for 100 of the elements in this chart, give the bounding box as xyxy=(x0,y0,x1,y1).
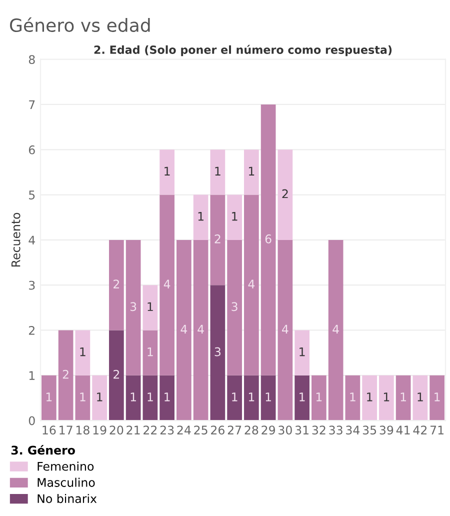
bar xyxy=(244,194,259,376)
x-tick-label: 41 xyxy=(396,426,410,434)
y-tick-label: 7 xyxy=(29,100,35,109)
data-label: 1 xyxy=(164,392,170,402)
x-tick-label: 26 xyxy=(211,426,224,435)
bar xyxy=(126,240,141,376)
data-label: 3 xyxy=(130,302,136,312)
bar xyxy=(227,240,242,376)
bar xyxy=(193,240,208,421)
bar xyxy=(379,375,394,421)
y-tick-label: 5 xyxy=(29,190,35,200)
bar xyxy=(142,330,158,376)
y-axis-title: Recuento xyxy=(12,212,20,267)
data-label: 1 xyxy=(248,166,254,176)
bar xyxy=(430,375,444,421)
x-tick-label: 19 xyxy=(93,426,106,435)
x-tick-label: 20 xyxy=(110,426,124,435)
bar xyxy=(142,285,158,330)
x-tick-label: 39 xyxy=(380,426,394,435)
data-label: 4 xyxy=(180,324,188,334)
bar xyxy=(160,375,174,421)
data-label: 1 xyxy=(164,166,170,176)
legend-label: Masculino xyxy=(38,478,95,487)
bar xyxy=(42,375,56,421)
data-label: 1 xyxy=(434,392,440,402)
bar xyxy=(92,375,107,421)
y-tick-label: 8 xyxy=(28,55,35,64)
data-label: 1 xyxy=(97,392,102,402)
y-tick-label: 0 xyxy=(28,416,35,426)
data-label: 1 xyxy=(350,392,356,402)
data-label: 1 xyxy=(300,347,305,356)
y-tick-label: 2 xyxy=(28,326,34,335)
x-tick-label: 18 xyxy=(76,426,90,435)
bar xyxy=(396,375,411,421)
data-label: 2 xyxy=(214,234,220,244)
x-tick-label: 32 xyxy=(312,426,326,435)
x-tick-label: 30 xyxy=(278,426,292,435)
legend-label: No binarix xyxy=(38,494,97,504)
bar xyxy=(412,375,428,421)
x-tick-label: 42 xyxy=(413,426,427,434)
bar xyxy=(227,194,242,240)
bar xyxy=(260,375,276,421)
x-tick-label: 27 xyxy=(228,426,242,434)
bar xyxy=(260,104,276,376)
bar xyxy=(362,375,377,421)
data-label: 3 xyxy=(232,302,238,312)
chart-title: Género vs edad xyxy=(10,17,150,32)
x-tick-label: 25 xyxy=(194,426,208,435)
bar xyxy=(244,150,259,195)
bar xyxy=(75,330,90,376)
bar xyxy=(58,330,74,421)
bar xyxy=(210,285,226,421)
data-label: 1 xyxy=(80,392,86,402)
data-label: 1 xyxy=(418,392,423,402)
data-label: 1 xyxy=(148,347,153,356)
bar xyxy=(193,194,208,240)
data-label: 1 xyxy=(130,392,136,402)
bar xyxy=(294,375,310,421)
bar xyxy=(142,375,158,421)
bar xyxy=(328,240,344,421)
data-label: 4 xyxy=(248,280,255,288)
data-label: 4 xyxy=(332,324,339,334)
bar xyxy=(227,375,242,421)
y-tick-label: 3 xyxy=(29,280,35,290)
x-tick-label: 22 xyxy=(144,426,157,434)
bar xyxy=(75,375,90,421)
data-label: 1 xyxy=(266,392,271,402)
data-label: 1 xyxy=(367,392,372,402)
x-tick-label: 33 xyxy=(329,426,342,435)
y-tick-label: 4 xyxy=(28,236,35,244)
bar xyxy=(160,150,174,195)
bar xyxy=(294,330,310,376)
data-label: 1 xyxy=(215,166,220,176)
data-label: 2 xyxy=(114,370,120,379)
bar xyxy=(210,194,226,286)
bar xyxy=(345,375,360,421)
data-label: 1 xyxy=(400,392,406,402)
data-label: 1 xyxy=(316,392,322,402)
x-tick-label: 23 xyxy=(160,426,174,435)
bar xyxy=(244,375,259,421)
x-tick-label: 29 xyxy=(262,426,275,435)
bar xyxy=(109,240,124,330)
x-axis-title: 2. Edad (Solo poner el número como respuesta) xyxy=(94,44,392,56)
data-label: 2 xyxy=(282,189,288,198)
data-label: 1 xyxy=(148,392,153,402)
x-tick-label: 35 xyxy=(362,426,376,435)
data-label: 1 xyxy=(232,212,238,221)
data-label: 4 xyxy=(164,280,170,288)
data-label: 1 xyxy=(300,392,305,402)
x-tick-label: 31 xyxy=(295,426,308,435)
y-tick-label: 6 xyxy=(28,145,35,154)
data-label: 4 xyxy=(282,324,288,334)
data-label: 1 xyxy=(46,392,52,402)
y-tick-label: 1 xyxy=(29,371,35,380)
bar xyxy=(126,375,141,421)
data-label: 1 xyxy=(198,212,204,221)
data-label: 1 xyxy=(148,302,153,311)
x-tick-label: 17 xyxy=(60,426,72,434)
data-label: 4 xyxy=(198,324,204,334)
data-label: 1 xyxy=(80,347,86,356)
